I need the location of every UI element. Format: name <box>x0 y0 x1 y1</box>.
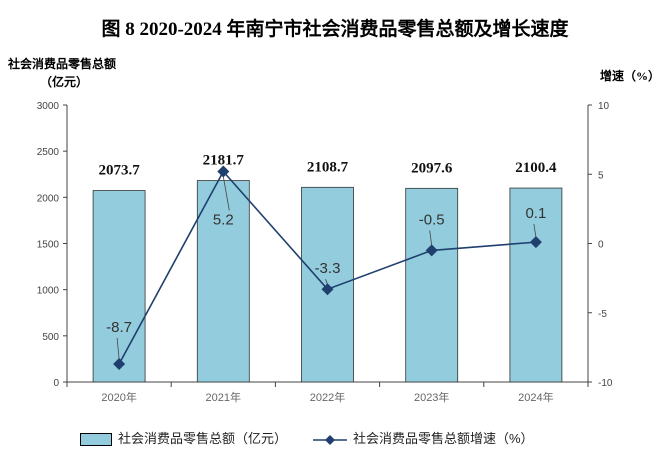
left-tick-label: 2000 <box>37 193 60 204</box>
x-tick-label: 2021年 <box>206 390 241 404</box>
bar-value-label: 2073.7 <box>98 163 140 179</box>
right-tick-label: 5 <box>598 170 604 181</box>
x-tick-label: 2020年 <box>101 390 136 404</box>
right-axis-label: 增速（%） <box>600 69 661 83</box>
left-tick-label: 0 <box>53 378 59 389</box>
left-tick-label: 1500 <box>37 240 60 251</box>
bar <box>196 180 250 383</box>
bar-value-label: 2100.4 <box>515 160 557 176</box>
right-tick-label: 0 <box>598 240 604 251</box>
label-leader <box>325 279 328 285</box>
bar-value-label: 2181.7 <box>203 153 245 169</box>
right-tick-label: 10 <box>598 101 610 112</box>
bar-value-label: 2097.6 <box>411 160 453 176</box>
line-value-label: -3.3 <box>315 260 341 277</box>
left-tick-label: 500 <box>42 332 59 343</box>
label-leader <box>116 337 120 360</box>
line-value-label: -0.5 <box>419 211 445 228</box>
label-leader <box>429 230 433 246</box>
left-axis-unit: （亿元） <box>40 75 89 89</box>
legend-bar: 社会消费品零售总额（亿元） <box>80 428 287 447</box>
line-marker <box>425 244 438 257</box>
x-tick-label: 2023年 <box>414 390 449 404</box>
bar <box>92 190 146 383</box>
label-leader <box>533 224 537 238</box>
line-marker <box>321 283 334 296</box>
line-value-label: 0.1 <box>525 205 546 222</box>
x-tick-label: 2022年 <box>310 390 345 404</box>
left-tick-label: 1000 <box>37 286 60 297</box>
chart-title: 图 8 2020-2024 年南宁市社会消费品零售总额及增长速度 <box>101 19 569 40</box>
line-marker <box>529 236 542 249</box>
right-tick-label: -10 <box>598 378 613 389</box>
bar-value-label: 2108.7 <box>307 159 349 175</box>
legend-line-label: 社会消费品零售总额增速（%） <box>353 431 534 446</box>
legend-bar-swatch <box>80 433 112 447</box>
line-marker <box>113 357 126 370</box>
line-marker <box>217 165 230 178</box>
left-tick-label: 3000 <box>37 101 60 112</box>
legend-bar-label: 社会消费品零售总额（亿元） <box>118 431 288 446</box>
left-tick-label: 2500 <box>37 147 60 158</box>
x-tick-label: 2024年 <box>518 390 553 404</box>
bar <box>509 187 563 383</box>
right-tick-label: -5 <box>598 309 607 320</box>
label-leader <box>222 176 230 211</box>
line-value-label: 5.2 <box>213 211 234 228</box>
legend-line-swatch <box>313 434 347 445</box>
line-value-label: -8.7 <box>106 319 132 336</box>
legend-line: 社会消费品零售总额增速（%） <box>313 428 534 447</box>
bar <box>405 187 459 383</box>
left-axis-label: 社会消费品零售总额 <box>8 57 117 71</box>
